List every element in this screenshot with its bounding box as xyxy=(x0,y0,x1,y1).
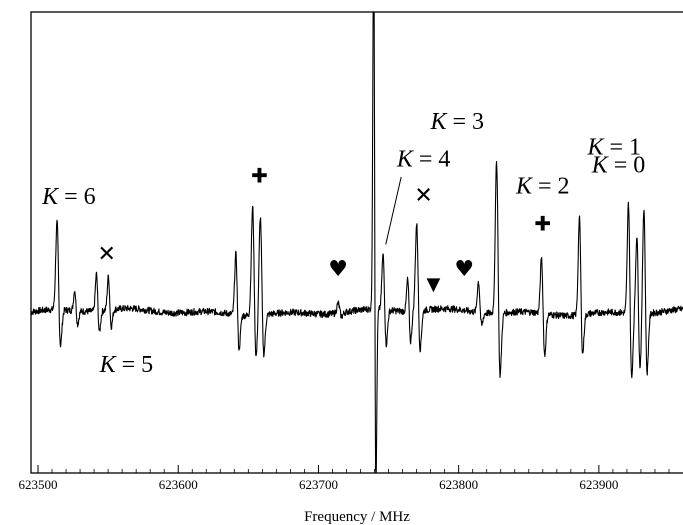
annotations: K = 6 K = 5 K = 4 K = 3 K = 2 K = 1K = 0 ✕ ✕ ✚ ✚ ♥… xyxy=(41,109,645,378)
k-label: K = 2 xyxy=(515,174,570,200)
k-label: K = 4 xyxy=(396,147,451,173)
plus-marker-icon: ✚ xyxy=(251,164,268,188)
plot-frame xyxy=(30,11,683,474)
k-label: K = 5 xyxy=(99,352,154,378)
x-tick-label: 623700 xyxy=(299,477,338,492)
spectrum-trace xyxy=(30,11,683,474)
x-tick-labels: 623500 623600 623700 623800 623900 xyxy=(19,477,619,492)
x-tick-label: 623600 xyxy=(159,477,198,492)
k4-leader-line xyxy=(385,176,402,245)
k-label: K = 1 xyxy=(587,135,642,161)
cross-marker-icon: ✕ xyxy=(414,184,432,209)
k-label: K = 6 xyxy=(41,184,96,210)
x-tick-label: 623900 xyxy=(579,477,618,492)
heart-marker-icon: ♥ xyxy=(328,257,348,282)
heart-marker-icon: ♥ xyxy=(454,257,474,282)
x-tick-label: 623800 xyxy=(439,477,478,492)
k-label: K = 3 xyxy=(429,109,484,135)
x-axis-title: Frequency / MHz xyxy=(304,509,410,525)
x-ticks xyxy=(37,465,670,473)
k-label: K = 0 xyxy=(591,153,646,179)
plus-marker-icon: ✚ xyxy=(534,212,551,236)
cross-marker-icon: ✕ xyxy=(97,242,115,267)
x-tick-label: 623500 xyxy=(19,477,58,492)
triangle-marker-icon: ▼ xyxy=(426,274,440,295)
